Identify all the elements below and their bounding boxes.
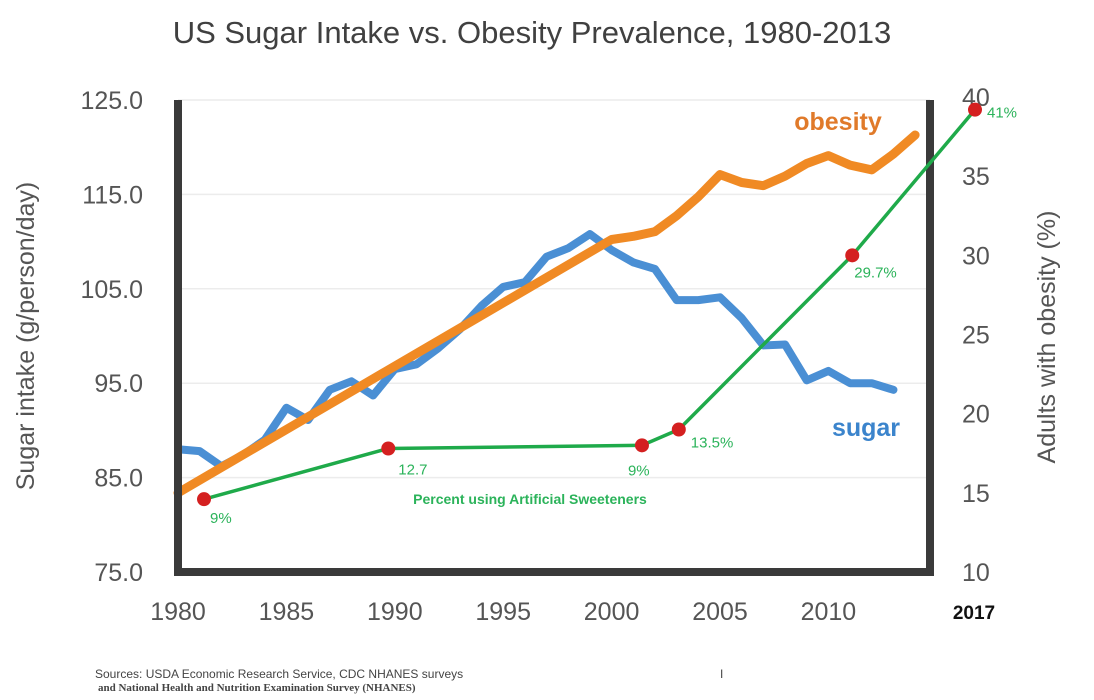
left-tick-label: 95.0 bbox=[94, 370, 143, 398]
chart-title: US Sugar Intake vs. Obesity Prevalence, … bbox=[173, 15, 892, 50]
x-tick-label: 1980 bbox=[150, 598, 206, 626]
left-axis-ticks: 75.0 85.0 95.0 105.0 115.0 125.0 bbox=[80, 87, 143, 587]
right-tick-label: 15 bbox=[962, 480, 990, 508]
sweetener-series-title: Percent using Artificial Sweeteners bbox=[413, 491, 647, 507]
series-layer bbox=[173, 130, 920, 498]
left-axis-label: Sugar intake (g/person/day) bbox=[12, 182, 40, 491]
left-tick-label: 115.0 bbox=[82, 181, 143, 209]
sweetener-point-label: 12.7 bbox=[398, 462, 427, 479]
right-axis-label: Adults with obesity (%) bbox=[1033, 211, 1061, 464]
sweetener-point bbox=[634, 438, 649, 453]
sweetener-point bbox=[197, 492, 212, 507]
sweetener-point-label: 9% bbox=[628, 462, 650, 479]
sweetener-point bbox=[968, 102, 982, 117]
x-tick-2017: 2017 bbox=[953, 603, 995, 624]
x-tick-label: 2010 bbox=[801, 598, 857, 626]
x-tick-label: 1995 bbox=[475, 598, 531, 626]
right-tick-label: 35 bbox=[962, 163, 990, 191]
obesity-series-label: obesity bbox=[794, 108, 882, 136]
stray-mark: I bbox=[720, 667, 723, 681]
left-tick-label: 105.0 bbox=[80, 276, 143, 304]
sugar-series-label: sugar bbox=[832, 414, 900, 442]
right-tick-label: 25 bbox=[962, 322, 990, 350]
sweetener-point bbox=[845, 248, 860, 263]
source-line-1: Sources: USDA Economic Research Service,… bbox=[95, 667, 463, 681]
right-tick-label: 10 bbox=[962, 559, 990, 587]
sweetener-point bbox=[671, 422, 686, 437]
sweetener-point-label: 41% bbox=[987, 105, 1017, 122]
sweetener-layer: 9% 12.7 9% 13.5% 29.7% 41% bbox=[197, 102, 1017, 527]
sweetener-point-label: 29.7% bbox=[854, 264, 897, 281]
sweetener-point-label: 9% bbox=[210, 510, 232, 527]
sweetener-line bbox=[203, 108, 977, 501]
left-tick-label: 75.0 bbox=[94, 559, 143, 587]
obesity-line bbox=[173, 130, 920, 498]
left-tick-label: 125.0 bbox=[80, 87, 143, 115]
plot-frame bbox=[174, 100, 934, 576]
sugar-line bbox=[174, 230, 898, 471]
x-axis-ticks: 1980 1985 1990 1995 2000 2005 2010 bbox=[150, 598, 856, 626]
sweetener-point bbox=[381, 441, 396, 456]
x-tick-label: 1990 bbox=[367, 598, 423, 626]
x-tick-label: 2000 bbox=[584, 598, 640, 626]
right-tick-label: 30 bbox=[962, 242, 990, 270]
right-tick-label: 20 bbox=[962, 401, 990, 429]
left-tick-label: 85.0 bbox=[94, 465, 143, 493]
sweetener-point-label: 13.5% bbox=[691, 435, 734, 452]
x-tick-label: 2005 bbox=[692, 598, 748, 626]
x-tick-label: 1985 bbox=[259, 598, 315, 626]
source-line-2: and National Health and Nutrition Examin… bbox=[98, 682, 416, 694]
